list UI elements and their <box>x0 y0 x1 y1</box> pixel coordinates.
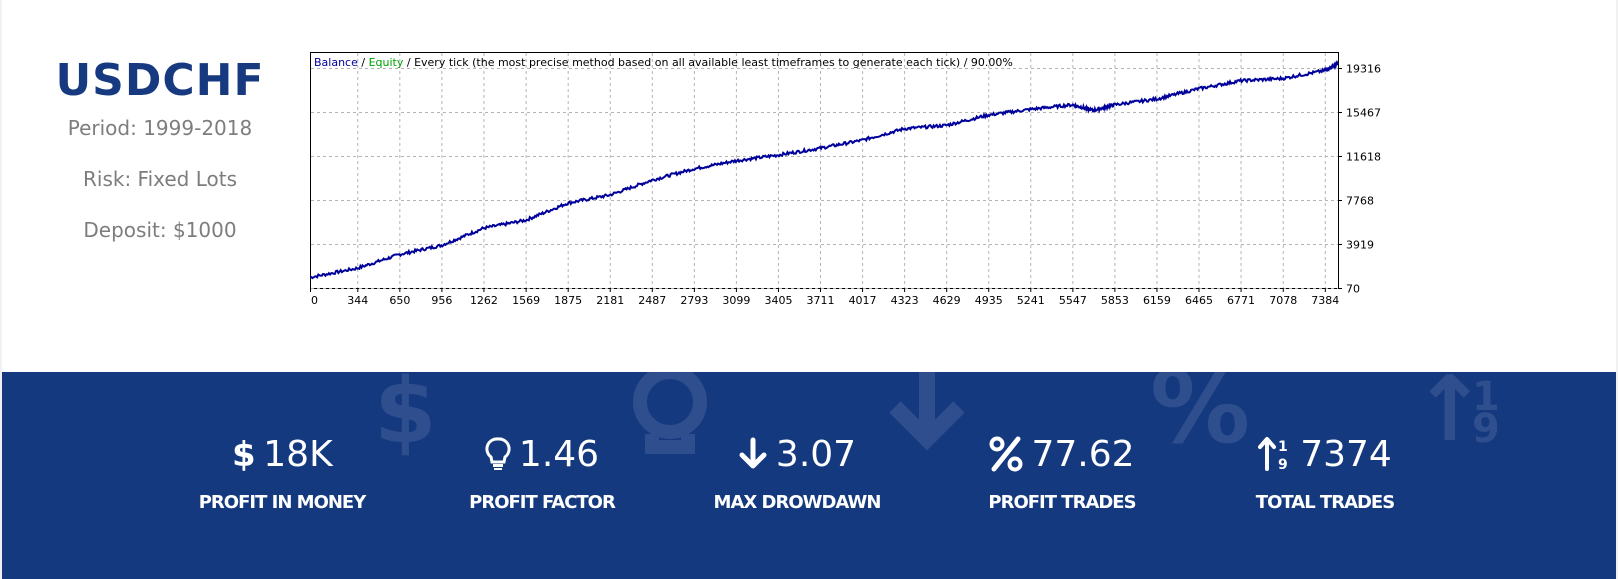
chart-header: Balance / Equity / Every tick (the most … <box>314 56 1013 69</box>
stat-total-trades: 1 9 7374 TOTAL TRADES <box>1210 430 1440 514</box>
stats-panel: $ % ↑ 1 9 $ 18K PROFIT IN MONEY 1 <box>2 372 1616 579</box>
strategy-info: USDCHF Period: 1999-2018 Risk: Fixed Lot… <box>42 52 278 242</box>
x-axis: 0 344 650 956 1262 1569 1875 2181 2487 2793 3099 34… <box>310 288 1339 307</box>
lightbulb-icon <box>485 437 511 470</box>
svg-text:9: 9 <box>1278 457 1288 473</box>
stat-value: 77.62 <box>1031 433 1135 475</box>
dollar-icon: $ <box>232 436 255 472</box>
y-tick-label: 7768 <box>1346 195 1374 208</box>
y-axis: 19316 15467 11618 7768 3919 70 <box>1338 63 1381 296</box>
watermark-icons: $ % ↑ 1 9 <box>374 372 1500 466</box>
x-tick-label: 4323 <box>891 294 919 307</box>
x-tick-label: 650 <box>389 294 410 307</box>
watermark-percent-icon: % <box>1150 372 1250 466</box>
legend-balance: Balance <box>314 56 358 69</box>
watermark-dollar-icon: $ <box>374 372 437 464</box>
balance-chart: Balance / Equity / Every tick (the most … <box>310 52 1381 307</box>
stat-label: PROFIT IN MONEY <box>198 492 367 513</box>
legend-description: / Every tick (the most precise method ba… <box>403 56 1013 69</box>
stat-label: MAX DROWDAWN <box>713 492 882 513</box>
x-tick-label: 6159 <box>1143 294 1171 307</box>
x-tick-label: 344 <box>347 294 368 307</box>
legend-sep: / <box>358 56 369 69</box>
watermark-sort-digit-9: 9 <box>1472 406 1500 452</box>
svg-text:1: 1 <box>1278 439 1288 455</box>
y-tick-label: 11618 <box>1346 150 1381 163</box>
x-tick-label: 5547 <box>1059 294 1087 307</box>
x-tick-label: 4017 <box>849 294 877 307</box>
stat-label: PROFIT TRADES <box>988 492 1136 513</box>
watermark-sort-icon: ↑ <box>1412 372 1487 462</box>
x-tick-label: 1569 <box>512 294 540 307</box>
y-tick-label: 19316 <box>1346 63 1381 76</box>
x-tick-label: 2181 <box>596 294 624 307</box>
stat-label: PROFIT FACTOR <box>469 492 616 513</box>
arrow-down-icon <box>739 437 767 469</box>
deposit-text: Deposit: $1000 <box>83 218 237 242</box>
stat-value: 1.46 <box>518 433 600 475</box>
stat-profit-factor: 1.46 PROFIT FACTOR <box>427 430 657 514</box>
risk-text: Risk: Fixed Lots <box>82 167 238 191</box>
x-tick-label: 5853 <box>1101 294 1129 307</box>
x-tick-label: 3711 <box>807 294 835 307</box>
stat-value: 18K <box>263 433 333 475</box>
stat-max-drawdown: 3.07 MAX DROWDAWN <box>682 430 912 514</box>
x-tick-label: 1262 <box>470 294 498 307</box>
legend-equity: Equity <box>369 56 404 69</box>
x-tick-label: 6771 <box>1227 294 1255 307</box>
x-tick-label: 7078 <box>1269 294 1297 307</box>
currency-pair-title: USDCHF <box>55 55 265 106</box>
x-tick-label: 3405 <box>764 294 792 307</box>
x-tick-label: 1875 <box>554 294 582 307</box>
x-tick-label: 5241 <box>1017 294 1045 307</box>
x-tick-label: 2793 <box>680 294 708 307</box>
stat-profit-money: $ 18K PROFIT IN MONEY <box>167 430 397 514</box>
x-tick-label: 7384 <box>1311 294 1339 307</box>
period-text: Period: 1999-2018 <box>67 116 253 140</box>
stat-label: TOTAL TRADES <box>1255 492 1395 513</box>
stat-value: 7374 <box>1300 433 1392 475</box>
percent-icon <box>989 436 1023 472</box>
stat-value: 3.07 <box>775 433 857 475</box>
y-tick-label: 15467 <box>1346 106 1381 119</box>
plot-frame <box>310 52 1339 289</box>
sort-numeric-icon: 1 9 <box>1258 437 1288 473</box>
watermark-lightbulb-icon <box>633 372 707 454</box>
y-tick-label: 3919 <box>1346 239 1374 252</box>
y-tick-label: 70 <box>1346 283 1360 296</box>
watermark-sort-digit-1: 1 <box>1472 374 1500 420</box>
x-tick-label: 6465 <box>1185 294 1213 307</box>
x-tick-label: 3099 <box>722 294 750 307</box>
svg-text:$: $ <box>232 436 255 472</box>
x-tick-label: 0 <box>311 294 318 307</box>
stat-profit-trades: 77.62 PROFIT TRADES <box>947 430 1177 514</box>
x-tick-label: 956 <box>431 294 452 307</box>
top-panel: USDCHF Period: 1999-2018 Risk: Fixed Lot… <box>2 0 1616 372</box>
x-tick-label: 4935 <box>975 294 1003 307</box>
balance-line <box>310 59 1339 280</box>
watermark-arrow-down-icon <box>889 372 965 451</box>
x-tick-label: 2487 <box>638 294 666 307</box>
x-tick-label: 4629 <box>933 294 961 307</box>
